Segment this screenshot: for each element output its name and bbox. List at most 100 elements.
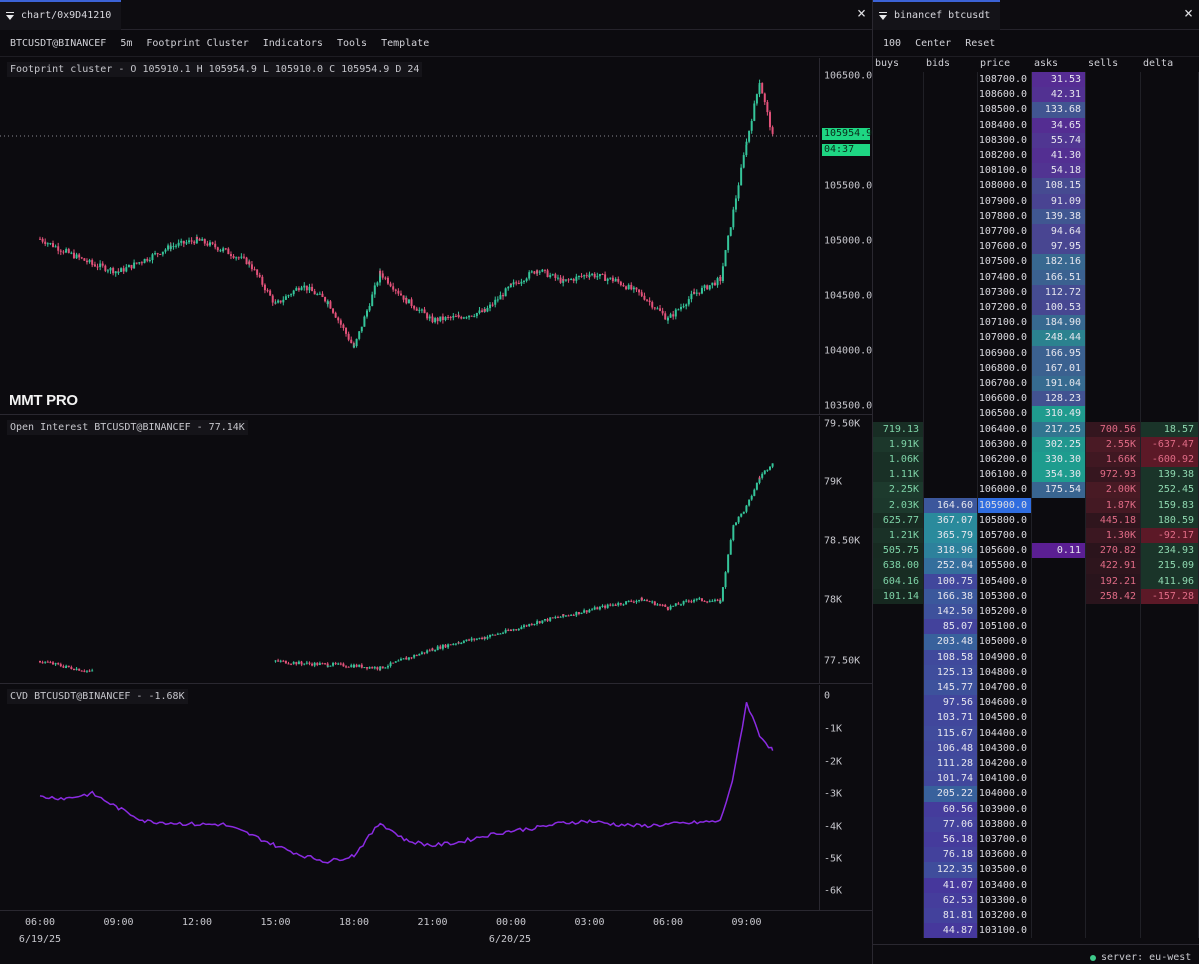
orderbook-row[interactable]: 125.13 104800.0 <box>873 664 1199 680</box>
orderbook-row[interactable]: 106.48 104300.0 <box>873 740 1199 756</box>
orderbook-row[interactable]: 107800.0 139.38 <box>873 208 1199 224</box>
candle-body <box>758 84 761 95</box>
orderbook-row[interactable]: 106800.0 167.01 <box>873 360 1199 376</box>
y-tick-label: -1K <box>824 723 843 735</box>
orderbook-row[interactable]: 205.22 104000.0 <box>873 786 1199 802</box>
orderbook-row[interactable]: 108500.0 133.68 <box>873 102 1199 118</box>
indicators-menu[interactable]: Indicators <box>262 38 323 49</box>
orderbook-row[interactable]: 108.58 104900.0 <box>873 649 1199 665</box>
orderbook-row[interactable]: 1.06K 106200.0 330.30 1.66K -600.92 <box>873 452 1199 468</box>
orderbook-row[interactable]: 85.07 105100.0 <box>873 619 1199 635</box>
tab-orderbook[interactable]: binancef btcusdt <box>873 0 1001 30</box>
orderbook-row[interactable]: 101.14 166.38 105300.0 258.42 -157.28 <box>873 588 1199 604</box>
candle-body <box>672 314 675 317</box>
orderbook-row[interactable]: 108600.0 42.31 <box>873 87 1199 103</box>
candle-body <box>300 287 303 289</box>
tab-orderbook-label: binancef btcusdt <box>894 10 991 21</box>
tools-menu[interactable]: Tools <box>336 38 368 49</box>
candle-body <box>177 242 180 246</box>
orderbook-row[interactable]: 625.77 367.07 105800.0 445.18 180.59 <box>873 512 1199 528</box>
candle-body <box>261 276 264 285</box>
orderbook-row[interactable]: 41.07 103400.0 <box>873 877 1199 893</box>
oi-candle-body <box>392 662 395 664</box>
orderbook-row[interactable]: 97.56 104600.0 <box>873 695 1199 711</box>
oi-candle-body <box>39 661 41 663</box>
orderbook-row[interactable]: 719.13 106400.0 217.25 700.56 18.57 <box>873 421 1199 437</box>
orderbook-row[interactable]: 2.25K 106000.0 175.54 2.00K 252.45 <box>873 482 1199 498</box>
orderbook-row[interactable]: 203.48 105000.0 <box>873 634 1199 650</box>
orderbook-cell-delta <box>1141 923 1199 939</box>
candle-body <box>758 83 761 85</box>
open-interest-plot[interactable]: Open Interest BTCUSDT@BINANCEF - 77.14K <box>0 416 820 683</box>
orderbook-row[interactable]: 2.03K 164.60 105900.0 1.87K 159.83 <box>873 497 1199 513</box>
orderbook-cell-sells: 422.91 <box>1086 558 1141 574</box>
orderbook-row[interactable]: 638.00 252.04 105500.0 422.91 215.09 <box>873 558 1199 574</box>
chart-type-selector[interactable]: Footprint Cluster <box>146 38 249 49</box>
orderbook-row[interactable]: 81.81 103200.0 <box>873 908 1199 924</box>
orderbook-row[interactable]: 106900.0 166.95 <box>873 345 1199 361</box>
orderbook-row[interactable]: 44.87 103100.0 <box>873 923 1199 939</box>
symbol-selector[interactable]: BTCUSDT@BINANCEF <box>10 38 107 49</box>
orderbook-row[interactable]: 108000.0 108.15 <box>873 178 1199 194</box>
orderbook-row[interactable]: 106700.0 191.04 <box>873 376 1199 392</box>
orderbook-row[interactable]: 107200.0 100.53 <box>873 300 1199 316</box>
orderbook-row[interactable]: 108300.0 55.74 <box>873 132 1199 148</box>
orderbook-row[interactable]: 122.35 103500.0 <box>873 862 1199 878</box>
panel-divider[interactable] <box>872 0 873 964</box>
orderbook-row[interactable]: 115.67 104400.0 <box>873 725 1199 741</box>
price-axis[interactable]: 105954.9 04:37 106500.0 105500.0 105000.0 1… <box>822 58 872 414</box>
orderbook-row[interactable]: 142.50 105200.0 <box>873 604 1199 620</box>
orderbook-row[interactable]: 108200.0 41.30 <box>873 148 1199 164</box>
orderbook-cell-price: 106300.0 <box>978 436 1032 452</box>
orderbook-row[interactable]: 108100.0 54.18 <box>873 163 1199 179</box>
candle-body <box>646 299 649 301</box>
orderbook-cell-asks <box>1032 664 1086 680</box>
orderbook-row[interactable]: 77.06 103800.0 <box>873 816 1199 832</box>
orderbook-row[interactable]: 56.18 103700.0 <box>873 832 1199 848</box>
orderbook-row[interactable]: 505.75 318.96 105600.0 0.11 270.82 234.93 <box>873 543 1199 559</box>
orderbook-cell-buys <box>873 330 924 346</box>
interval-selector[interactable]: 5m <box>120 38 133 49</box>
orderbook-row[interactable]: 107600.0 97.95 <box>873 239 1199 255</box>
orderbook-row[interactable]: 62.53 103300.0 <box>873 892 1199 908</box>
orderbook-row[interactable]: 107300.0 112.72 <box>873 284 1199 300</box>
menu-triangle-icon[interactable] <box>879 11 887 20</box>
orderbook-row[interactable]: 1.91K 106300.0 302.25 2.55K -637.47 <box>873 436 1199 452</box>
orderbook-row[interactable]: 107100.0 184.90 <box>873 315 1199 331</box>
close-icon[interactable]: × <box>856 4 866 22</box>
orderbook-cell-price: 103500.0 <box>978 862 1032 878</box>
orderbook-row[interactable]: 108700.0 31.53 <box>873 72 1199 88</box>
tab-chart[interactable]: chart/0x9D41210 <box>0 0 122 30</box>
orderbook-row[interactable]: 107900.0 91.09 <box>873 193 1199 209</box>
orderbook-row[interactable]: 1.11K 106100.0 354.30 972.93 139.38 <box>873 467 1199 483</box>
orderbook-cell-price: 108400.0 <box>978 117 1032 133</box>
cvd-plot[interactable]: CVD BTCUSDT@BINANCEF - -1.68K <box>0 685 820 910</box>
orderbook-row[interactable]: 145.77 104700.0 <box>873 680 1199 696</box>
orderbook-row[interactable]: 108400.0 34.65 <box>873 117 1199 133</box>
center-button[interactable]: Center <box>915 38 952 49</box>
reset-button[interactable]: Reset <box>965 38 996 49</box>
orderbook-row[interactable]: 107700.0 94.64 <box>873 224 1199 240</box>
orderbook-row[interactable]: 103.71 104500.0 <box>873 710 1199 726</box>
orderbook-cell-delta: 215.09 <box>1141 558 1199 574</box>
orderbook-row[interactable]: 76.18 103600.0 <box>873 847 1199 863</box>
orderbook-row[interactable]: 106600.0 128.23 <box>873 391 1199 407</box>
depth-selector[interactable]: 100 <box>883 38 902 49</box>
orderbook-row[interactable]: 604.16 100.75 105400.0 192.21 411.96 <box>873 573 1199 589</box>
orderbook-row[interactable]: 101.74 104100.0 <box>873 771 1199 787</box>
close-icon[interactable]: × <box>1183 4 1193 22</box>
orderbook-row[interactable]: 111.28 104200.0 <box>873 756 1199 772</box>
orderbook-row[interactable]: 1.21K 365.79 105700.0 1.30K -92.17 <box>873 528 1199 544</box>
orderbook-row[interactable]: 107000.0 248.44 <box>873 330 1199 346</box>
orderbook-row[interactable]: 107500.0 182.16 <box>873 254 1199 270</box>
open-interest-axis[interactable]: 79.50K 79K 78.50K 78K 77.50K <box>822 416 872 683</box>
template-menu[interactable]: Template <box>381 38 430 49</box>
orderbook-row[interactable]: 107400.0 166.51 <box>873 269 1199 285</box>
price-plot[interactable]: Footprint cluster - O 105910.1 H 105954.… <box>0 58 820 414</box>
orderbook-row[interactable]: 106500.0 310.49 <box>873 406 1199 422</box>
menu-triangle-icon[interactable] <box>6 11 14 20</box>
candle-body <box>763 93 766 103</box>
cvd-axis[interactable]: 0 -1K -2K -3K -4K -5K -6K <box>822 685 872 910</box>
time-axis[interactable]: 06:00 09:00 12:00 15:00 18:00 21:00 00:00 03:00… <box>0 910 872 945</box>
orderbook-row[interactable]: 60.56 103900.0 <box>873 801 1199 817</box>
